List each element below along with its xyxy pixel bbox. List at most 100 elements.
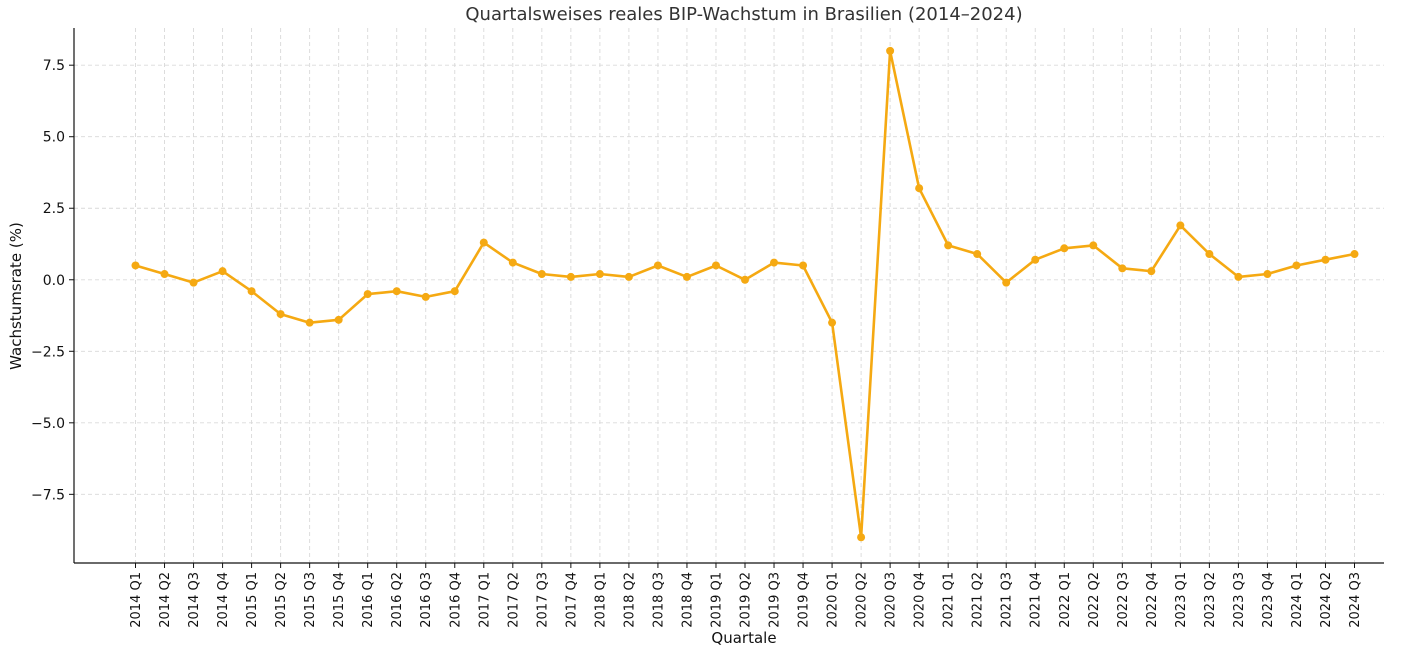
data-point xyxy=(363,290,372,299)
data-point xyxy=(857,533,866,542)
data-point xyxy=(421,292,430,301)
data-point xyxy=(944,241,953,250)
data-point xyxy=(595,270,604,279)
data-point xyxy=(973,250,982,259)
data-point xyxy=(682,272,691,281)
x-tick-label: 2022 Q3 xyxy=(1116,572,1131,628)
x-tick-label: 2018 Q1 xyxy=(593,572,608,628)
x-tick-label: 2014 Q2 xyxy=(158,572,173,628)
x-tick-label: 2021 Q4 xyxy=(1029,572,1044,628)
x-tick-label: 2019 Q1 xyxy=(709,572,724,628)
x-tick-label: 2017 Q2 xyxy=(506,572,521,628)
data-point xyxy=(1147,267,1156,276)
data-point xyxy=(886,46,895,55)
data-point xyxy=(276,310,285,319)
x-axis-label: Quartale xyxy=(711,629,776,647)
x-tick-label: 2019 Q3 xyxy=(768,572,783,628)
data-point xyxy=(566,272,575,281)
data-point xyxy=(711,261,720,270)
x-tick-label: 2017 Q3 xyxy=(535,572,550,628)
data-point xyxy=(741,275,749,284)
x-tick-label: 2016 Q2 xyxy=(390,572,405,628)
data-point xyxy=(799,261,808,270)
x-tick-label: 2016 Q1 xyxy=(361,572,376,628)
x-tick-label: 2023 Q3 xyxy=(1232,572,1247,628)
x-tick-label: 2014 Q4 xyxy=(216,572,231,628)
data-point xyxy=(624,272,633,281)
x-tick-label: 2019 Q4 xyxy=(797,572,812,628)
x-tick-label: 2015 Q4 xyxy=(332,572,347,628)
chart-title: Quartalsweises reales BIP-Wachstum in Br… xyxy=(465,4,1022,25)
x-tick-label: 2018 Q4 xyxy=(680,572,695,628)
data-point xyxy=(334,315,343,324)
x-tick-label: 2016 Q4 xyxy=(448,572,463,628)
data-point xyxy=(1292,261,1301,270)
x-tick-label: 2015 Q3 xyxy=(303,572,318,628)
x-tick-label: 2023 Q2 xyxy=(1203,572,1218,628)
data-point xyxy=(1031,255,1040,264)
x-tick-label: 2020 Q2 xyxy=(855,572,870,628)
x-tick-label: 2014 Q1 xyxy=(129,572,144,628)
x-tick-label: 2024 Q2 xyxy=(1319,572,1334,628)
axes xyxy=(73,28,1384,564)
x-tick-label: 2024 Q3 xyxy=(1348,572,1363,628)
data-point xyxy=(450,287,459,296)
x-tick-label: 2023 Q1 xyxy=(1174,572,1189,628)
x-axis-ticks: 2014 Q1 2014 Q2 2014 Q3 2014 Q4 2015 Q1 2015 … xyxy=(129,563,1363,628)
data-point xyxy=(828,318,837,327)
data-point xyxy=(1060,244,1069,253)
y-tick-label: −7.5 xyxy=(31,487,65,503)
x-tick-label: 2021 Q1 xyxy=(942,572,957,628)
data-point xyxy=(218,267,227,276)
y-tick-label: 0.0 xyxy=(43,273,65,289)
data-point xyxy=(305,318,314,327)
data-point xyxy=(131,261,140,270)
data-point xyxy=(537,270,546,279)
grid xyxy=(74,28,1384,563)
x-tick-label: 2020 Q4 xyxy=(913,572,928,628)
x-tick-label: 2018 Q2 xyxy=(622,572,637,628)
x-tick-label: 2014 Q3 xyxy=(187,572,202,628)
x-tick-label: 2017 Q1 xyxy=(477,572,492,628)
series-growth-rate xyxy=(131,46,1359,542)
data-point xyxy=(1263,270,1272,279)
x-tick-label: 2022 Q2 xyxy=(1087,572,1102,628)
x-tick-label: 2015 Q1 xyxy=(245,572,260,628)
data-point xyxy=(1350,250,1359,259)
data-point xyxy=(915,184,924,193)
data-point xyxy=(653,261,662,270)
x-tick-label: 2021 Q3 xyxy=(1000,572,1015,628)
y-tick-label: −2.5 xyxy=(31,344,65,360)
data-point xyxy=(160,270,169,279)
data-point xyxy=(392,287,401,296)
x-tick-label: 2018 Q3 xyxy=(651,572,666,628)
x-tick-label: 2017 Q4 xyxy=(564,572,579,628)
x-tick-label: 2016 Q3 xyxy=(419,572,434,628)
y-tick-label: 5.0 xyxy=(43,130,65,146)
data-point xyxy=(479,238,488,247)
data-point xyxy=(1002,278,1011,287)
y-axis-ticks: 7.5 5.0 2.5 0.0 −2.5 −5.0 −7.5 xyxy=(31,58,74,503)
y-tick-label: 7.5 xyxy=(43,58,65,74)
data-point xyxy=(189,278,198,287)
y-tick-label: −5.0 xyxy=(31,416,65,432)
x-tick-label: 2020 Q3 xyxy=(884,572,899,628)
y-tick-label: 2.5 xyxy=(43,201,65,217)
x-tick-label: 2023 Q4 xyxy=(1261,572,1276,628)
data-point xyxy=(1118,264,1127,273)
data-point xyxy=(1205,250,1214,259)
x-tick-label: 2015 Q2 xyxy=(274,572,289,628)
data-point xyxy=(508,258,517,267)
x-tick-label: 2022 Q4 xyxy=(1145,572,1160,628)
data-point xyxy=(1321,255,1330,264)
data-point xyxy=(770,258,779,267)
data-point xyxy=(1176,221,1185,230)
x-tick-label: 2019 Q2 xyxy=(739,572,754,628)
x-tick-label: 2020 Q1 xyxy=(826,572,841,628)
x-tick-label: 2021 Q2 xyxy=(971,572,986,628)
data-point xyxy=(247,287,256,296)
data-point xyxy=(1234,272,1243,281)
data-point xyxy=(1089,241,1098,250)
x-tick-label: 2024 Q1 xyxy=(1290,572,1305,628)
